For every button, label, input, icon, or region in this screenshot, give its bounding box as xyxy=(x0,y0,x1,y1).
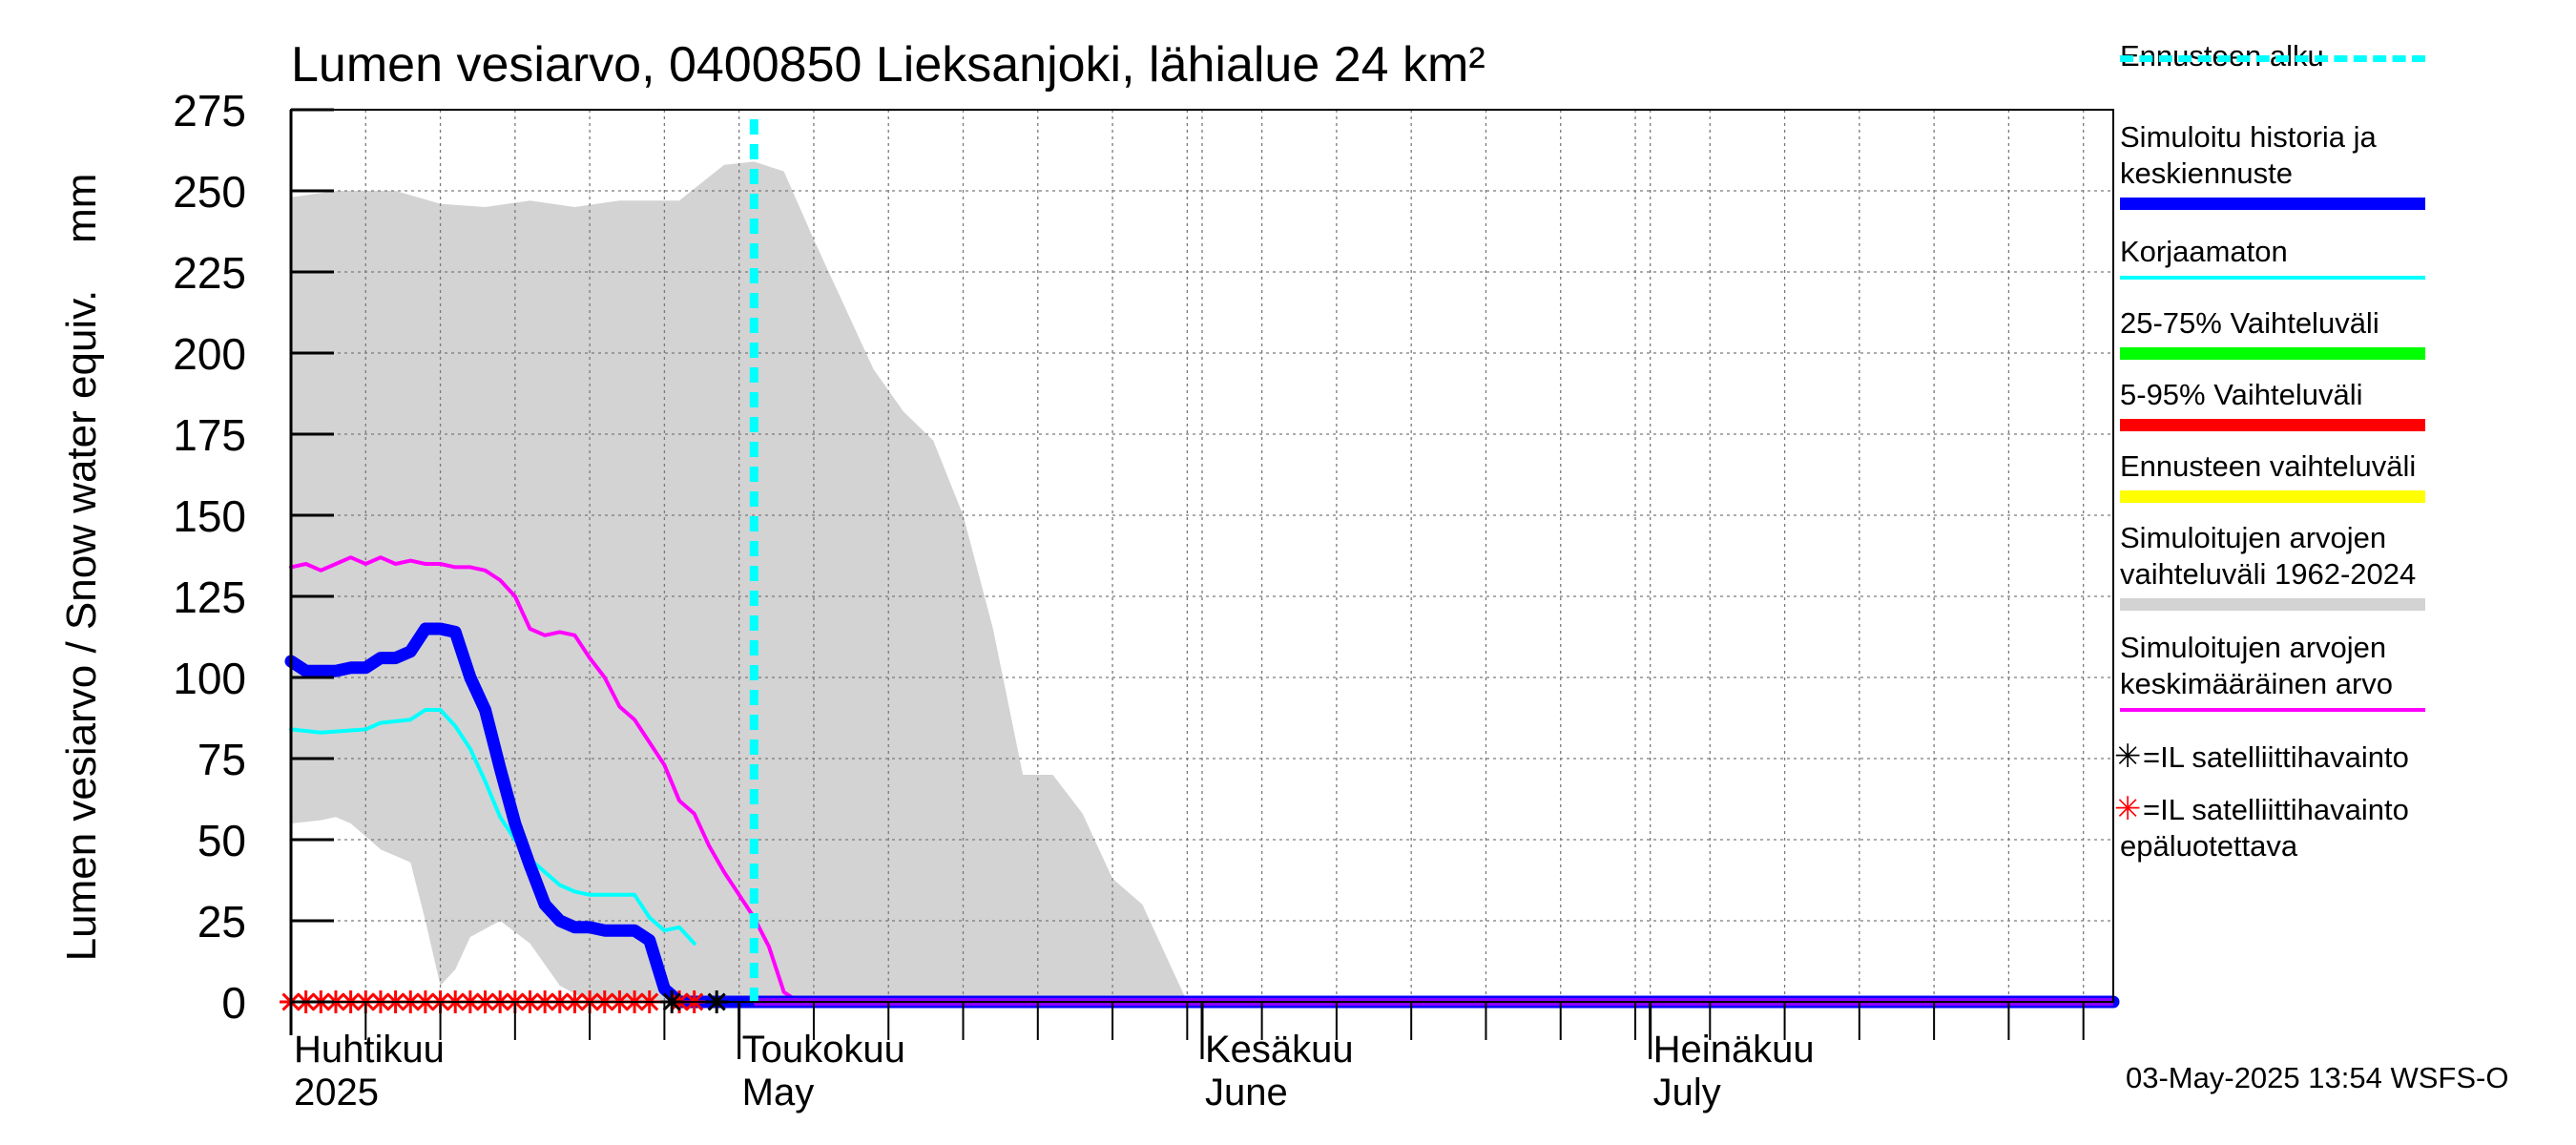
timestamp-footer: 03-May-2025 13:54 WSFS-O xyxy=(2126,1061,2509,1094)
legend-swatch xyxy=(2120,490,2425,503)
y-tick-label: 250 xyxy=(173,167,246,217)
legend-item: Ennusteen vaihteluväli xyxy=(2120,448,2444,503)
y-axis-label: Lumen vesiarvo / Snow water equiv. mm xyxy=(58,174,105,962)
legend-label: Simuloitu historia ja xyxy=(2120,120,2377,154)
y-tick-label: 125 xyxy=(173,572,246,622)
y-tick-label: 175 xyxy=(173,410,246,460)
legend-label: vaihteluväli 1962-2024 xyxy=(2120,557,2417,591)
legend-label: =IL satelliittihavainto xyxy=(2143,740,2409,774)
legend-swatch xyxy=(2120,598,2425,611)
legend-label: =IL satelliittihavainto xyxy=(2143,793,2409,826)
y-tick-label: 225 xyxy=(173,248,246,298)
legend-label: keskimääräinen arvo xyxy=(2120,667,2394,700)
y-tick-label: 150 xyxy=(173,491,246,541)
y-tick-label: 50 xyxy=(197,816,246,865)
legend-label: Simuloitujen arvojen xyxy=(2120,631,2387,664)
legend-item: ✳ =IL satelliittihavainto epäluotettava xyxy=(2114,791,2444,864)
legend-item: Ennusteen alku xyxy=(2120,38,2444,74)
legend-swatch xyxy=(2120,198,2425,210)
x-month-label: Kesäkuu xyxy=(1205,1029,1354,1071)
x-month-label-en: July xyxy=(1653,1072,1721,1114)
legend-label: keskiennuste xyxy=(2120,156,2293,190)
y-tick-label: 25 xyxy=(197,897,246,947)
legend-item: Simuloitujen arvojen keskimääräinen arvo xyxy=(2120,630,2444,712)
simulated-history-line xyxy=(284,622,2120,1009)
legend-item: Simuloitu historia ja keskiennuste xyxy=(2120,119,2444,210)
legend-label: Korjaamaton xyxy=(2120,235,2288,268)
legend-item: Simuloitujen arvojen vaihteluväli 1962-20… xyxy=(2120,520,2444,611)
x-month-label-en: June xyxy=(1205,1072,1288,1114)
legend-swatch xyxy=(2120,55,2425,62)
legend-swatch xyxy=(2120,419,2425,431)
legend-item: Korjaamaton xyxy=(2120,234,2444,280)
legend-item: 25-75% Vaihteluväli xyxy=(2120,305,2444,360)
y-tick-label: 100 xyxy=(173,654,246,703)
legend-label: 5-95% Vaihteluväli xyxy=(2120,378,2363,411)
legend-label: 25-75% Vaihteluväli xyxy=(2120,306,2379,340)
star-icon: ✳ xyxy=(2114,791,2142,827)
y-tick-label: 275 xyxy=(173,86,246,135)
legend-swatch xyxy=(2120,347,2425,360)
legend-label: Simuloitujen arvojen xyxy=(2120,521,2387,554)
legend-item: ✳ =IL satelliittihavainto xyxy=(2114,739,2444,776)
star-icon: ✳ xyxy=(2114,739,2142,775)
y-tick-label: 0 xyxy=(221,978,246,1028)
x-month-label-en: May xyxy=(742,1072,815,1114)
x-month-label-en: 2025 xyxy=(294,1072,379,1114)
mean-line xyxy=(289,555,2115,1004)
gridlines xyxy=(291,109,2113,1002)
legend-label: epäluotettava xyxy=(2120,829,2298,863)
legend-swatch xyxy=(2120,708,2425,712)
y-tick-label: 200 xyxy=(173,329,246,379)
chart-title: Lumen vesiarvo, 0400850 Lieksanjoki, läh… xyxy=(291,37,1485,93)
legend-swatch xyxy=(2120,276,2425,280)
legend-item: 5-95% Vaihteluväli xyxy=(2120,377,2444,431)
x-month-label: Heinäkuu xyxy=(1653,1029,1815,1071)
y-tick-label: 75 xyxy=(197,735,246,784)
x-month-label: Toukokuu xyxy=(742,1029,905,1071)
x-month-label: Huhtikuu xyxy=(294,1029,445,1071)
range-band-1962-2024 xyxy=(291,161,2113,1002)
legend-label: Ennusteen vaihteluväli xyxy=(2120,449,2417,483)
